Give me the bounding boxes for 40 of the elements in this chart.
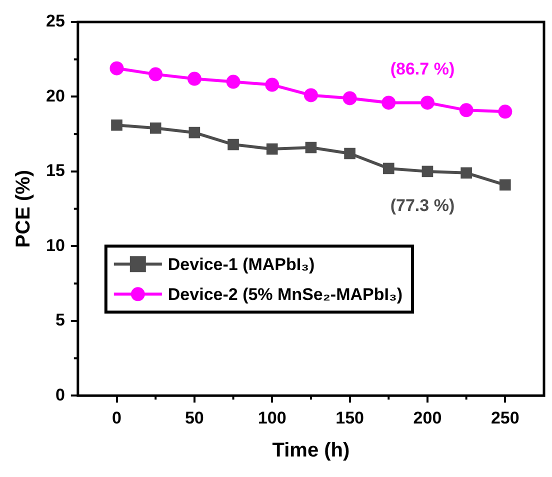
- point: [110, 61, 124, 76]
- x-tick-label: 200: [413, 408, 442, 428]
- annotation: (77.3 %): [390, 196, 455, 216]
- point: [266, 143, 278, 155]
- point: [226, 74, 240, 89]
- point: [460, 167, 472, 179]
- point: [500, 179, 511, 191]
- legend-label: Device-1 (MAPbI₃): [168, 254, 315, 274]
- y-tick-label: 10: [46, 236, 65, 255]
- point: [111, 119, 122, 131]
- x-tick-label: 50: [184, 408, 204, 428]
- y-tick-label: 5: [55, 310, 65, 330]
- x-tick-label: 0: [112, 408, 122, 428]
- point: [459, 103, 474, 118]
- point: [148, 67, 163, 82]
- point: [304, 88, 318, 102]
- y-tick-label: 0: [55, 385, 65, 404]
- point: [150, 122, 162, 134]
- x-axis-title: Time (h): [272, 440, 350, 462]
- point: [265, 78, 280, 92]
- point: [305, 142, 317, 154]
- point: [342, 91, 357, 106]
- point: [420, 96, 434, 110]
- y-axis-title: PCE (%): [12, 170, 35, 248]
- annotation: (86.7 %): [390, 59, 455, 78]
- point: [188, 126, 200, 138]
- legend-label: Device-2 (5% MnSe₂-MAPbI₃): [168, 284, 402, 304]
- point: [382, 96, 396, 110]
- point: [422, 166, 434, 178]
- point: [228, 138, 239, 150]
- point: [187, 72, 202, 86]
- point: [344, 148, 356, 160]
- point: [382, 162, 394, 174]
- x-tick-label: 250: [490, 408, 520, 428]
- y-tick-label: 15: [46, 161, 65, 180]
- x-tick-label: 150: [336, 408, 364, 428]
- x-tick-label: 100: [258, 408, 286, 428]
- y-tick-label: 20: [46, 86, 65, 106]
- point: [498, 104, 512, 119]
- y-tick-label: 25: [46, 12, 65, 31]
